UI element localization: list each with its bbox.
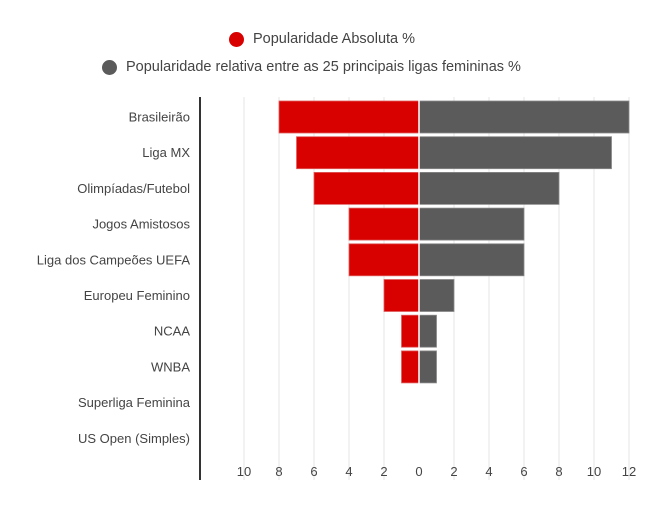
legend-swatch-absoluta [229,31,244,47]
x-tick-label: 4 [345,464,352,479]
x-tick-label: 6 [520,464,527,479]
legend-item-absoluta: Popularidade Absoluta % [229,31,415,47]
bar-absoluta [401,350,420,384]
bar-relativa [418,100,630,134]
legend-label-absoluta: Popularidade Absoluta % [253,31,416,47]
category-label: Jogos Amistosos [92,217,190,232]
category-label: Olimpíadas/Futebol [77,181,190,196]
category-label: Brasileirão [129,110,190,125]
category-label: Superliga Feminina [78,395,191,410]
bars [278,97,630,480]
category-label: Liga dos Campeões UEFA [37,252,191,267]
x-tick-label: 2 [380,464,387,479]
x-tick-label: 10 [587,464,601,479]
bar-absoluta [383,279,420,312]
category-label: NCAA [154,324,190,339]
category-label: WNBA [151,359,190,374]
x-tick-label: 10 [237,464,251,479]
category-labels: Brasileirão Liga MX Olimpíadas/Futebol Jogo… [37,110,191,446]
x-tick-label: 2 [450,464,457,479]
category-label: Liga MX [142,145,190,160]
bar-relativa [418,136,612,170]
bar-relativa [418,171,560,205]
x-tick-label: 8 [275,464,282,479]
category-label: Europeu Feminino [84,288,190,303]
legend-swatch-relativa [102,59,117,75]
bar-relativa [418,314,437,348]
bar-relativa [418,350,437,384]
bar-absoluta [278,100,420,134]
bar-absoluta [348,207,420,241]
bar-absoluta [296,136,420,170]
bar-absoluta [401,314,420,348]
bar-relativa [418,279,455,312]
x-tick-labels: 10 8 6 4 2 0 2 4 6 8 10 12 [237,464,636,479]
x-tick-label: 4 [485,464,492,479]
legend-label-relativa: Popularidade relativa entre as 25 princi… [126,59,521,75]
category-label: US Open (Simples) [78,431,190,446]
bar-absoluta [348,243,420,277]
legend-item-relativa: Popularidade relativa entre as 25 princi… [102,59,521,75]
x-tick-label: 6 [310,464,317,479]
x-tick-label: 0 [415,464,422,479]
bar-absoluta [313,171,420,205]
x-tick-label: 8 [555,464,562,479]
x-tick-label: 12 [622,464,636,479]
bar-relativa [418,207,525,241]
bar-relativa [418,243,525,277]
